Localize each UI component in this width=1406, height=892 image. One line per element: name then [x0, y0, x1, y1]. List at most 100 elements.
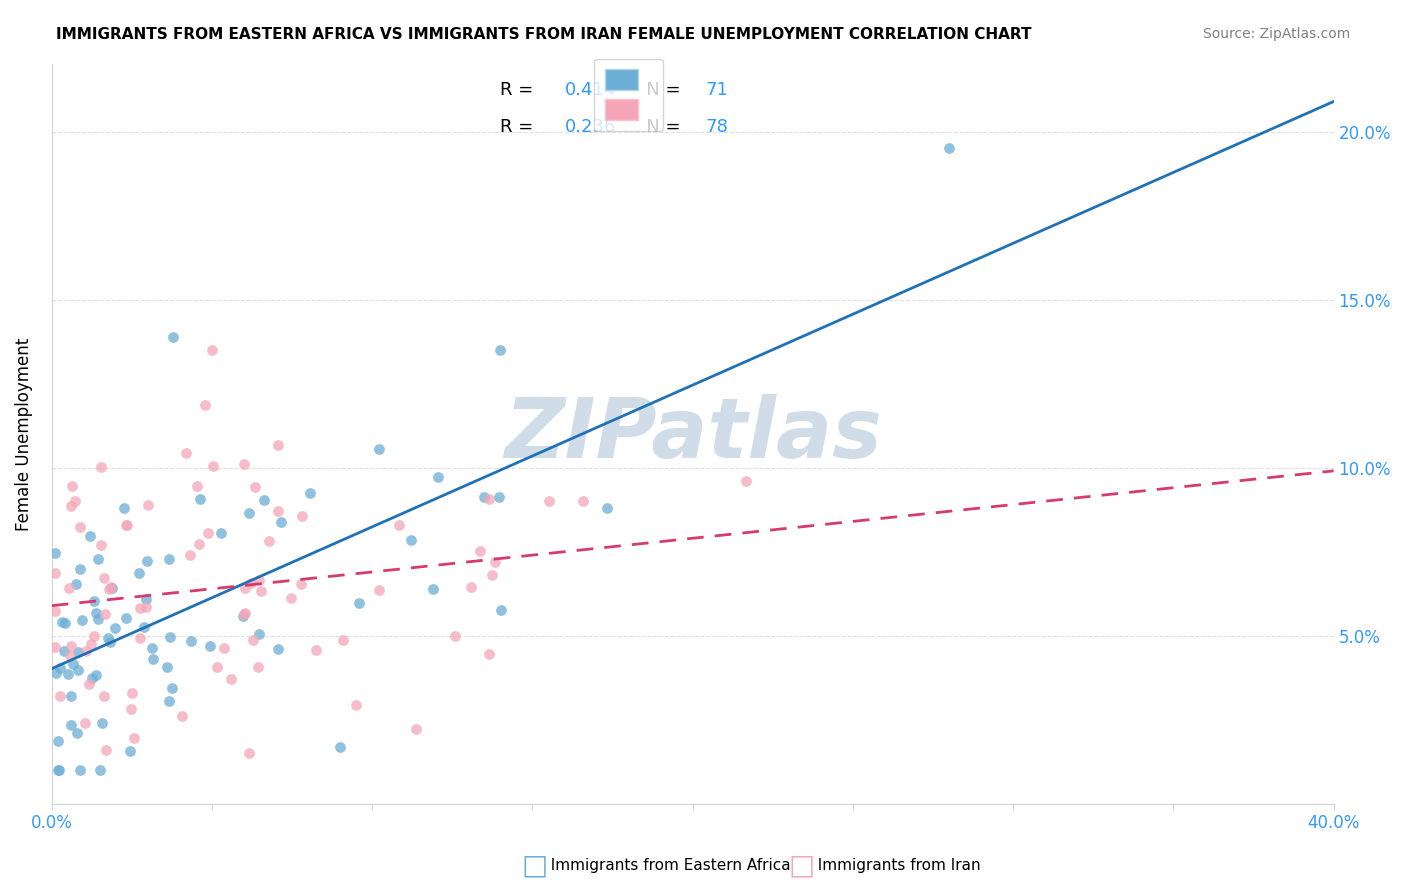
- Point: [44, 640, 66, 654]
- Point: [201, 343, 224, 357]
- Point: [250, 583, 273, 598]
- Point: [186, 479, 208, 493]
- Point: [405, 722, 427, 736]
- Point: [59, 499, 82, 513]
- Point: [180, 633, 202, 648]
- Point: [128, 632, 150, 646]
- Point: [290, 577, 312, 591]
- Point: [197, 525, 219, 540]
- Point: [48, 690, 70, 704]
- Point: [48, 764, 70, 778]
- Point: [478, 648, 501, 662]
- Point: [136, 498, 159, 512]
- Point: [298, 485, 321, 500]
- Point: [46, 734, 69, 748]
- Point: [115, 611, 138, 625]
- Point: [460, 580, 482, 594]
- Point: [172, 708, 194, 723]
- Text: □: □: [522, 851, 547, 880]
- Point: [188, 491, 211, 506]
- Point: [44, 566, 66, 580]
- Point: [52, 644, 75, 658]
- Point: [291, 508, 314, 523]
- Point: [596, 500, 619, 515]
- Point: [60, 479, 83, 493]
- Text: R =: R =: [501, 81, 540, 99]
- Point: [135, 599, 157, 614]
- Point: [65, 577, 87, 591]
- Point: [367, 442, 389, 456]
- Point: [75, 716, 97, 731]
- Text: 0.414: 0.414: [564, 81, 616, 99]
- Point: [387, 517, 409, 532]
- Point: [94, 743, 117, 757]
- Point: [246, 659, 269, 673]
- Point: [735, 475, 758, 489]
- Point: [537, 494, 560, 508]
- Point: [478, 492, 501, 507]
- Point: [87, 612, 110, 626]
- Legend: , : ,: [595, 59, 662, 131]
- Point: [135, 591, 157, 606]
- Point: [69, 520, 91, 534]
- Point: [134, 620, 156, 634]
- Text: 78: 78: [706, 118, 728, 136]
- Point: [117, 517, 139, 532]
- Point: [198, 639, 221, 653]
- Point: [136, 554, 159, 568]
- Point: [69, 562, 91, 576]
- Point: [93, 570, 115, 584]
- Point: [267, 641, 290, 656]
- Point: [121, 686, 143, 700]
- Text: N =: N =: [628, 118, 686, 136]
- Point: [329, 739, 352, 754]
- Point: [233, 581, 256, 595]
- Point: [304, 642, 326, 657]
- Point: [156, 660, 179, 674]
- Point: [238, 507, 260, 521]
- Point: [349, 596, 371, 610]
- Point: [249, 626, 271, 640]
- Point: [80, 638, 103, 652]
- Point: [240, 576, 263, 591]
- Point: [344, 698, 367, 712]
- Point: [89, 764, 111, 778]
- Point: [79, 528, 101, 542]
- Point: [444, 629, 467, 643]
- Point: [401, 533, 423, 548]
- Text: R =: R =: [501, 118, 540, 136]
- Point: [60, 689, 83, 703]
- Point: [93, 689, 115, 703]
- Point: [484, 555, 506, 569]
- Point: [232, 457, 254, 471]
- Point: [157, 551, 180, 566]
- Point: [97, 631, 120, 645]
- Point: [468, 544, 491, 558]
- Point: [159, 630, 181, 644]
- Point: [128, 566, 150, 581]
- Point: [104, 621, 127, 635]
- Point: [58, 581, 80, 595]
- Point: [100, 581, 122, 595]
- Point: [332, 632, 354, 647]
- Text: Source: ZipAtlas.com: Source: ZipAtlas.com: [1202, 27, 1350, 41]
- Point: [75, 644, 97, 658]
- Point: [66, 726, 89, 740]
- Point: [481, 568, 503, 582]
- Point: [44, 604, 66, 618]
- Point: [233, 607, 256, 621]
- Point: [141, 641, 163, 656]
- Point: [219, 672, 242, 686]
- Point: [209, 526, 232, 541]
- Point: [426, 470, 449, 484]
- Point: [112, 500, 135, 515]
- Point: [232, 609, 254, 624]
- Point: [49, 661, 72, 675]
- Text: Immigrants from Iran: Immigrants from Iran: [808, 858, 981, 872]
- Text: ZIPatlas: ZIPatlas: [503, 393, 882, 475]
- Point: [488, 490, 510, 504]
- Point: [124, 731, 146, 746]
- Text: □: □: [789, 851, 814, 880]
- Point: [82, 672, 104, 686]
- Point: [91, 715, 114, 730]
